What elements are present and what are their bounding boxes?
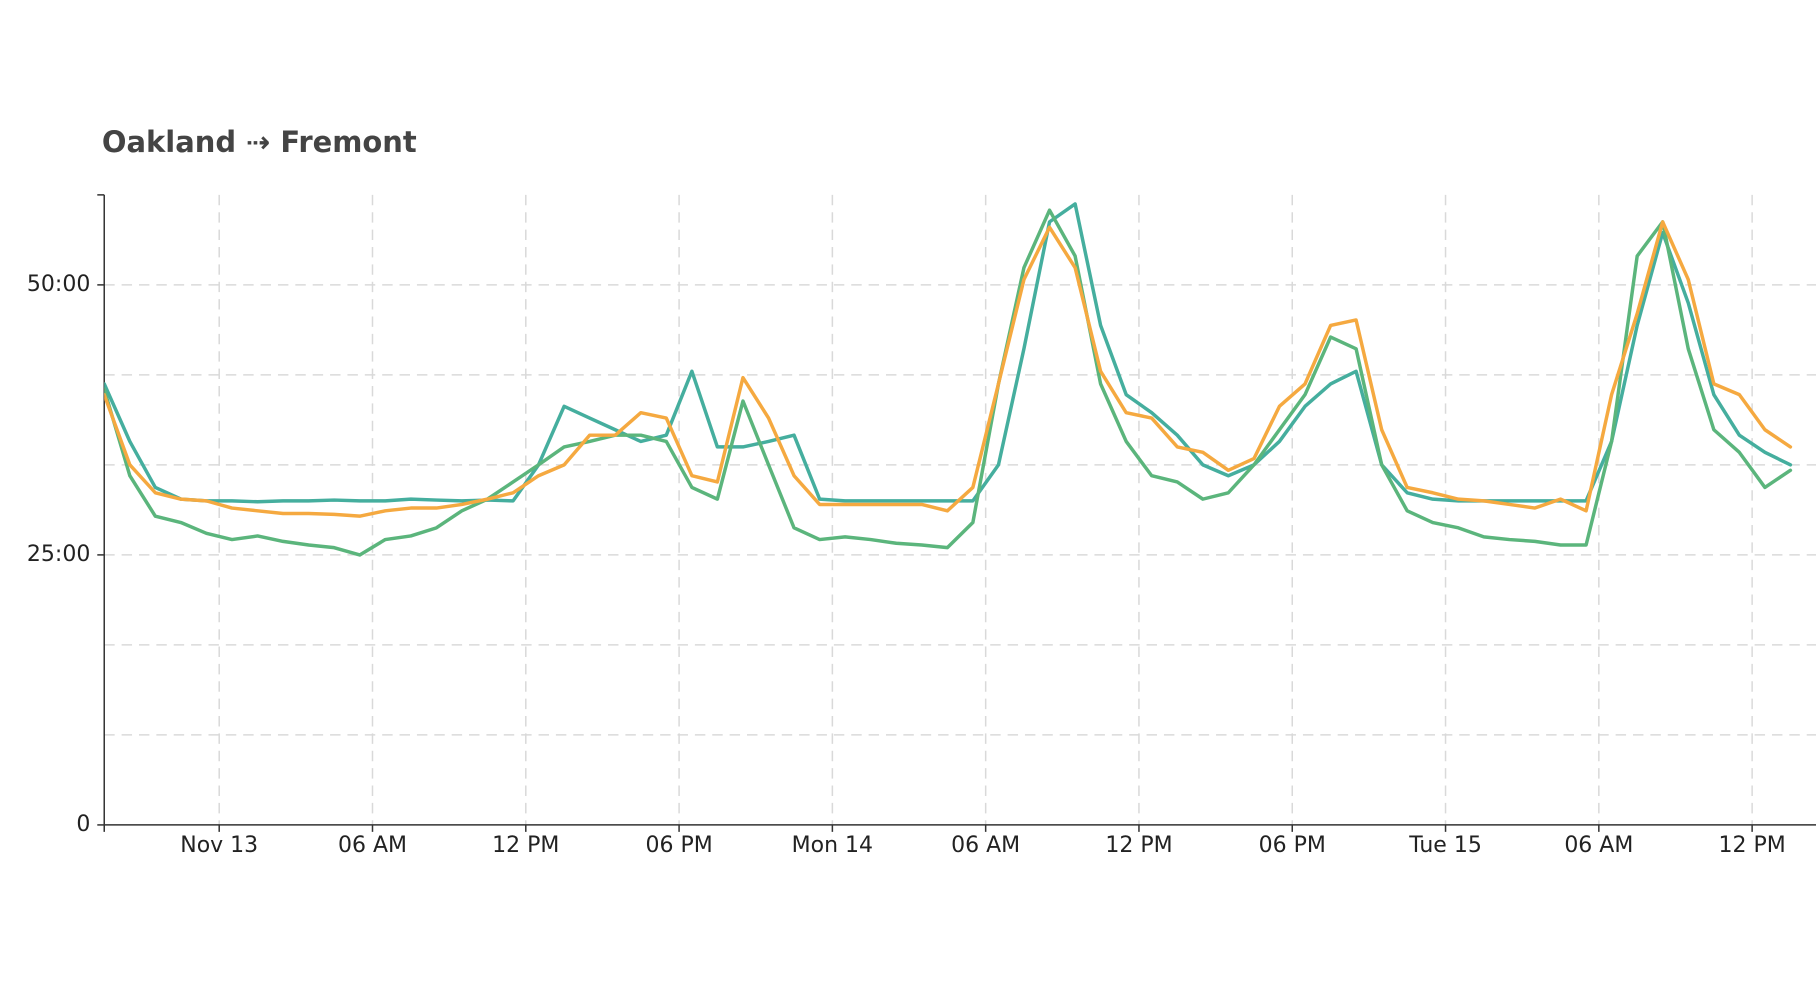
chart-title: Oakland ⇢ Fremont (102, 125, 417, 159)
x-tick-label: 12 PM (1719, 833, 1786, 858)
x-tick-label: Mon 14 (792, 833, 873, 858)
x-tick-label: Nov 13 (180, 833, 258, 858)
plot-area (104, 202, 1793, 557)
x-tick-label: Tue 15 (1408, 833, 1482, 858)
x-tick-label: 06 AM (951, 833, 1020, 858)
x-tick-label: 12 PM (492, 833, 559, 858)
y-tick-label: 25:00 (27, 542, 90, 567)
x-tick-label: 06 PM (645, 833, 712, 858)
x-tick-label: 06 PM (1259, 833, 1326, 858)
series-line (104, 202, 1793, 504)
x-tick-label: 12 PM (1105, 833, 1172, 858)
x-tick-label: 06 AM (1564, 833, 1633, 858)
y-tick-label: 0 (76, 812, 90, 837)
y-tick-label: 50:00 (27, 272, 90, 297)
series-line (104, 220, 1793, 518)
series-line (104, 208, 1793, 557)
x-tick-label: 06 AM (338, 833, 407, 858)
